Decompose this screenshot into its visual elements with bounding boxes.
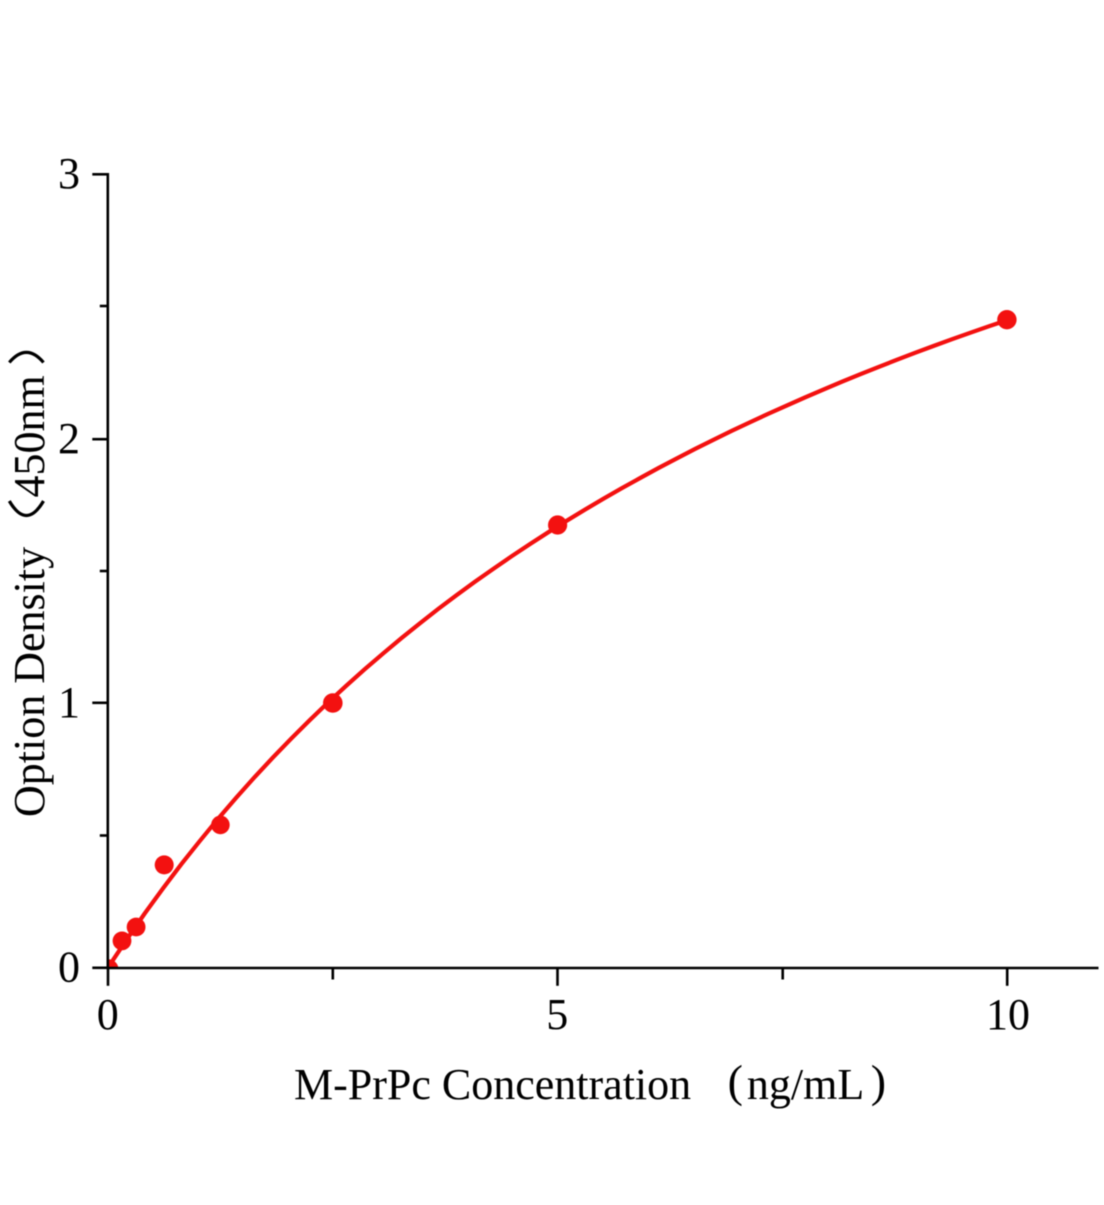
svg-text:0: 0: [97, 990, 119, 1039]
svg-text:10: 10: [986, 990, 1030, 1039]
svg-text:3: 3: [58, 149, 80, 198]
svg-text:Option Density: Option Density: [5, 547, 54, 817]
svg-text:5: 5: [546, 990, 568, 1039]
svg-text:0: 0: [58, 943, 80, 992]
svg-text:M-PrPc Concentration(ng/mL): M-PrPc Concentration (ng/mL): [294, 1056, 886, 1110]
svg-text:450nm: 450nm: [5, 375, 54, 497]
svg-text:1: 1: [58, 678, 80, 727]
svg-text:2: 2: [58, 414, 80, 463]
